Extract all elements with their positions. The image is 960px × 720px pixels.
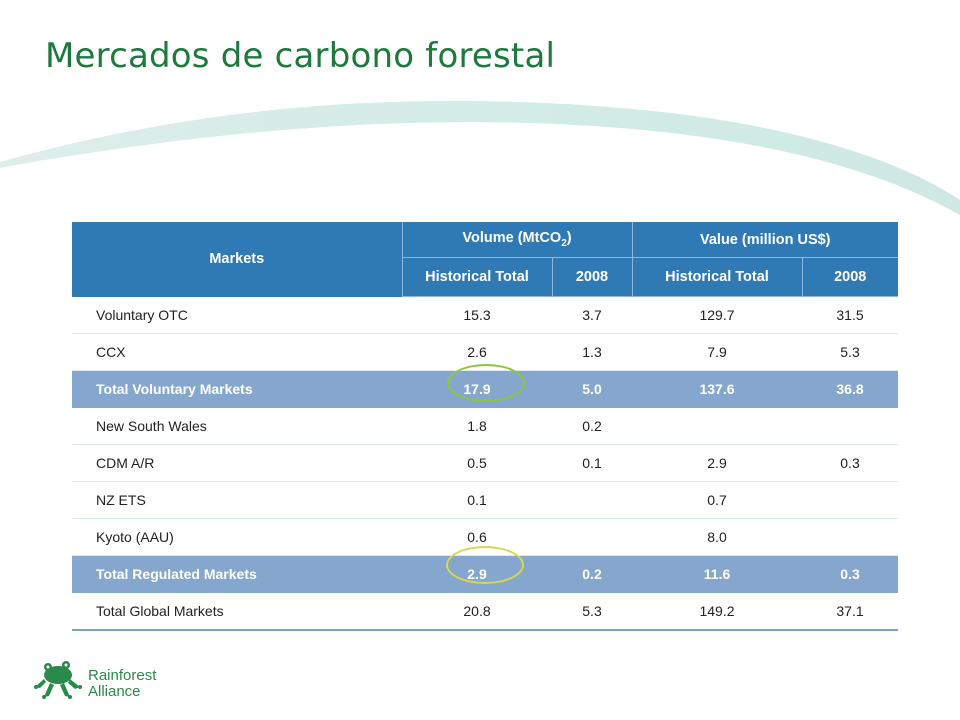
volume-2008-cell: 3.7 [552,296,632,334]
volume-historical-cell: 1.8 [402,407,552,445]
markets-header: Markets [72,222,402,297]
volume-2008-cell [552,518,632,556]
value-historical-cell: 11.6 [632,555,802,593]
volume-2008-header: 2008 [551,257,632,297]
value-2008-cell [802,518,898,556]
value-historical-cell: 7.9 [632,333,802,371]
value-2008-cell: 37.1 [802,592,898,631]
market-name: CCX [72,333,402,371]
volume-historical-cell: 20.8 [402,592,552,631]
highlight-circle-regulated [446,546,524,584]
value-historical-cell: 149.2 [632,592,802,631]
market-name: Total Global Markets [72,592,402,631]
value-2008-cell: 0.3 [802,444,898,482]
volume-historical-cell: 0.5 [402,444,552,482]
value-historical-total-header: Historical Total [631,257,802,297]
volume-historical-cell: 2.6 [402,333,552,371]
rainforest-alliance-frog-logo [34,661,82,699]
market-name: Voluntary OTC [72,296,402,334]
logo-line-1: Rainforest [88,667,157,684]
value-historical-cell: 137.6 [632,370,802,408]
slide-title: Mercados de carbono forestal [45,36,556,76]
volume-header: Volume (MtCO2) [401,222,632,258]
logo-line-2: Alliance [88,683,141,700]
value-historical-cell: 2.9 [632,444,802,482]
market-name: Kyoto (AAU) [72,518,402,556]
market-name: NZ ETS [72,481,402,519]
value-2008-cell: 5.3 [802,333,898,371]
market-name: CDM A/R [72,444,402,482]
market-name: New South Wales [72,407,402,445]
value-historical-cell: 0.7 [632,481,802,519]
volume-2008-cell: 1.3 [552,333,632,371]
value-2008-header: 2008 [801,257,898,297]
volume-historical-cell: 0.1 [402,481,552,519]
value-2008-cell [802,481,898,519]
highlight-circle-voluntary [447,364,525,402]
volume-historical-cell: 15.3 [402,296,552,334]
market-name: Total Regulated Markets [72,555,402,593]
volume-2008-cell [552,481,632,519]
value-2008-cell: 0.3 [802,555,898,593]
logo-text: Rainforest Alliance [88,668,156,700]
volume-2008-cell: 0.2 [552,555,632,593]
value-historical-cell: 8.0 [632,518,802,556]
value-header: Value (million US$) [631,222,898,258]
value-historical-cell: 129.7 [632,296,802,334]
market-name: Total Voluntary Markets [72,370,402,408]
table-row: NZ ETS 0.1 0.7 [72,481,898,519]
volume-2008-cell: 0.1 [552,444,632,482]
volume-2008-cell: 5.3 [552,592,632,631]
value-2008-cell: 31.5 [802,296,898,334]
volume-2008-cell: 0.2 [552,407,632,445]
volume-historical-total-header: Historical Total [401,257,552,297]
table-row: Voluntary OTC 15.3 3.7 129.7 31.5 [72,296,898,334]
table-row: CDM A/R 0.5 0.1 2.9 0.3 [72,444,898,482]
total-row: Total Regulated Markets 2.9 0.2 11.6 0.3 [72,555,898,593]
decorative-swoosh [0,100,960,215]
table-row: New South Wales 1.8 0.2 [72,407,898,445]
value-historical-cell [632,407,802,445]
table-row: Total Global Markets 20.8 5.3 149.2 37.1 [72,592,898,631]
volume-2008-cell: 5.0 [552,370,632,408]
value-2008-cell [802,407,898,445]
value-2008-cell: 36.8 [802,370,898,408]
